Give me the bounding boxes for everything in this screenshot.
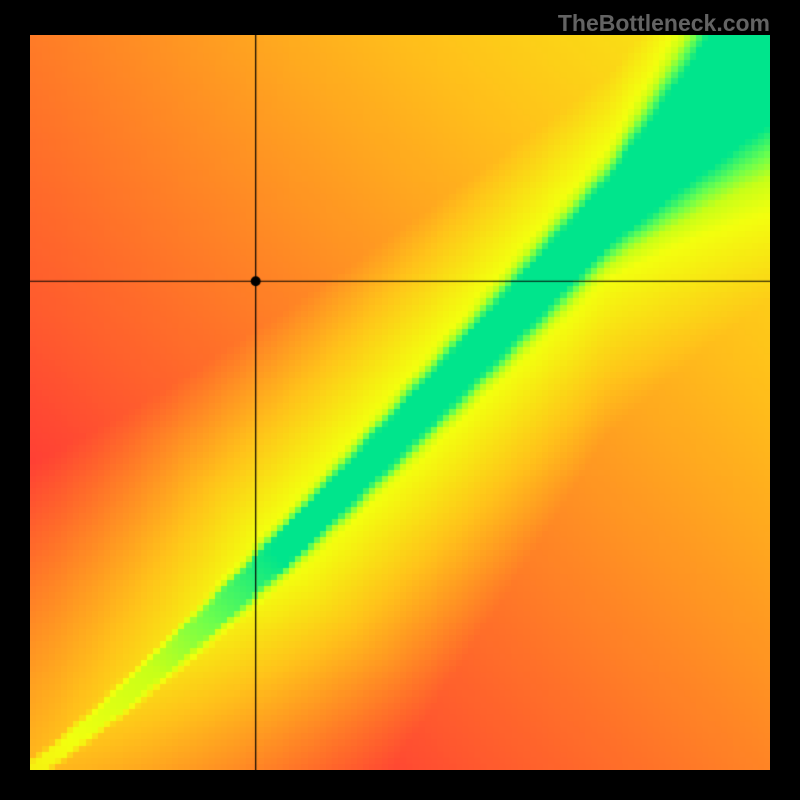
- watermark-label: TheBottleneck.com: [558, 10, 770, 37]
- bottleneck-heatmap: [30, 35, 770, 770]
